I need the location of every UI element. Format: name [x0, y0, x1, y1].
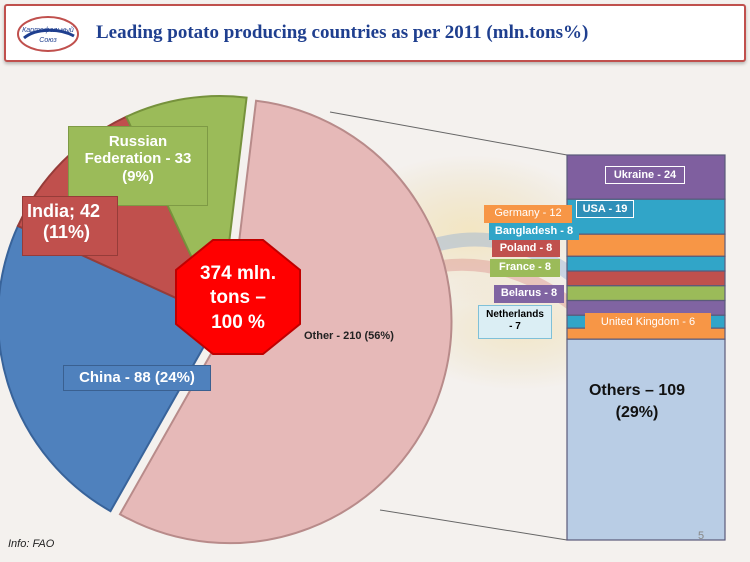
bar-segment-bangladesh: [566, 255, 726, 272]
slice-label-russia: Russian Federation - 33 (9%): [68, 126, 208, 206]
total-badge-label: 374 mln. tons – 100 %: [178, 262, 298, 335]
india-line-1: India; 42: [27, 201, 101, 221]
bar-label-uk: United Kingdom - 6: [585, 313, 711, 332]
india-line-2: (11%): [43, 221, 91, 242]
slice-label-india: India; 42 (11%): [22, 196, 118, 256]
potato-union-logo: Картофельный Союз: [17, 16, 79, 52]
total-badge: [175, 239, 301, 355]
bar-segment-germany: [566, 233, 726, 257]
russia-line-2: Federation - 33: [84, 150, 192, 168]
bar-label-germany: Germany - 12: [484, 205, 572, 223]
bar-label-poland: Poland - 8: [492, 240, 560, 257]
others-line-1: Others – 109: [588, 382, 686, 399]
logo-text-1: Картофельный: [22, 26, 74, 34]
bar-label-bangladesh: Bangladesh - 8: [489, 223, 579, 240]
source-note: Info: FAO: [8, 538, 55, 550]
total-line-1: 374 mln.: [199, 263, 277, 284]
total-line-3: 100 %: [211, 311, 265, 333]
title-bar: Картофельный Союз Leading potato produci…: [4, 4, 746, 62]
slide-number: 5: [698, 530, 705, 542]
russia-line-1: Russian: [108, 133, 168, 150]
bar-segment-france: [566, 285, 726, 302]
logo-text-2: Союз: [39, 37, 57, 44]
connector-line-1: [329, 111, 568, 156]
bar-segment-poland: [566, 270, 726, 287]
bar-label-belarus: Belarus - 8: [494, 285, 564, 303]
bar-label-france: France - 8: [490, 259, 560, 277]
total-line-2: tons –: [210, 287, 266, 309]
russia-line-3: (9%): [122, 167, 154, 185]
bar-label-others: Others – 109 (29%): [582, 380, 692, 423]
slice-label-china: China - 88 (24%): [63, 365, 211, 391]
bar-segment-others: [566, 338, 726, 541]
netherlands-line-1: Netherlands: [486, 309, 544, 320]
bar-label-netherlands: Netherlands - 7: [478, 305, 552, 339]
slice-label-other: Other - 210 (56%): [304, 330, 394, 342]
others-line-2: (29%): [615, 403, 659, 421]
page-title: Leading potato producing countries as pe…: [96, 22, 589, 43]
connector-line-2: [379, 509, 568, 541]
bar-label-ukraine: Ukraine - 24: [605, 166, 685, 184]
bar-label-usa: USA - 19: [576, 200, 634, 218]
netherlands-line-2: - 7: [509, 320, 521, 332]
